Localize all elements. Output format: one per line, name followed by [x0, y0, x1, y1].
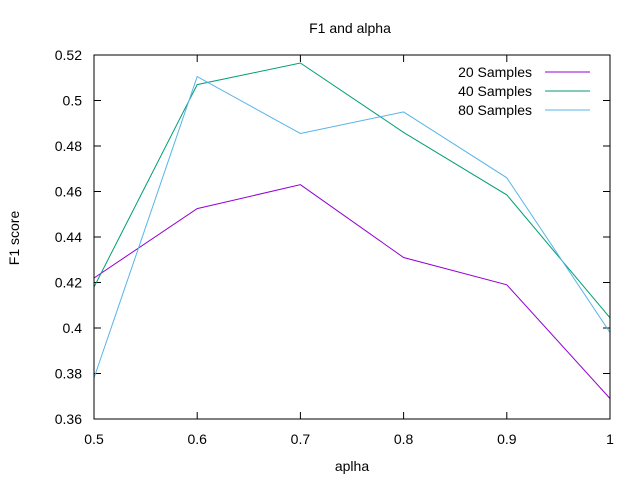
y-tick-label: 0.42: [55, 275, 82, 291]
x-tick-label: 0.6: [187, 431, 207, 447]
y-tick-label: 0.52: [55, 47, 82, 63]
x-axis-label: aplha: [335, 458, 369, 474]
x-tick-label: 0.9: [497, 431, 517, 447]
y-tick-label: 0.44: [55, 229, 82, 245]
x-tick-label: 0.5: [84, 431, 104, 447]
y-tick-label: 0.4: [63, 320, 83, 336]
x-tick-label: 1: [606, 431, 614, 447]
series-line-1: [93, 184, 611, 399]
x-tick-label: 0.8: [394, 431, 414, 447]
y-tick-label: 0.48: [55, 138, 82, 154]
legend-label: 20 Samples: [458, 64, 532, 80]
y-tick-label: 0.36: [55, 411, 82, 427]
legend-label: 40 Samples: [458, 83, 532, 99]
y-axis-label: F1 score: [6, 211, 22, 266]
series-lines: [93, 62, 611, 399]
axis-ticks: 0.5 0.6 0.7 0.8 0.9 1 0.36 0.38 0.4 0.42 0.44 0.46 0…: [55, 47, 614, 447]
x-tick-label: 0.7: [291, 431, 311, 447]
legend: 20 Samples 40 Samples 80 Samples: [458, 64, 590, 118]
y-tick-label: 0.46: [55, 184, 82, 200]
plot-frame: [93, 54, 611, 420]
series-line-2: [93, 62, 611, 319]
y-tick-label: 0.38: [55, 366, 82, 382]
series-line-3: [93, 75, 611, 379]
chart-title: F1 and alpha: [309, 20, 391, 36]
legend-label: 80 Samples: [458, 102, 532, 118]
y-tick-label: 0.5: [63, 93, 83, 109]
